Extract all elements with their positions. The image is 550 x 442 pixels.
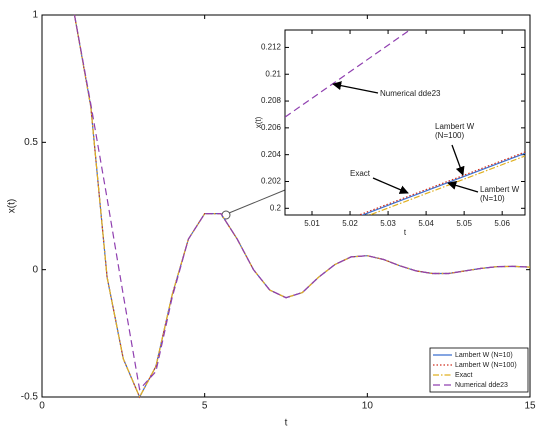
annotation: Numerical dde23: [380, 89, 441, 98]
x-axis-label: t: [285, 418, 288, 429]
series-line: [73, 14, 531, 391]
legend-label: Lambert W (N=100): [455, 362, 517, 369]
y-tick-label: 0.21: [265, 69, 281, 78]
annotation-arrow: [332, 81, 379, 94]
y-axis-label: x(t): [7, 199, 18, 213]
annotation: Exact: [350, 169, 371, 178]
y-axis-label: x(t): [254, 116, 263, 128]
series-line: [368, 155, 525, 215]
series-line: [285, 30, 411, 118]
y-tick-label: 0.5: [24, 137, 38, 148]
y-tick-label: 0.208: [261, 96, 282, 105]
y-tick-label: 1: [32, 10, 38, 21]
annotation: (N=10): [480, 194, 505, 203]
x-tick-label: 15: [524, 401, 536, 412]
annotation: Lambert W: [480, 185, 520, 194]
annotation-arrow: [372, 177, 409, 194]
x-tick-label: 10: [362, 401, 374, 412]
series-line: [357, 151, 525, 215]
x-tick-label: 5.04: [418, 219, 434, 228]
inset-frame: [284, 29, 526, 216]
y-tick-label: 0.202: [261, 177, 282, 186]
legend-label: Numerical dde23: [455, 382, 508, 389]
x-tick-label: 5.02: [342, 219, 358, 228]
x-tick-label: 5.05: [456, 219, 472, 228]
annotation-arrow: [451, 144, 465, 176]
x-tick-label: 5.01: [304, 219, 320, 228]
y-tick-label: 0: [32, 264, 38, 275]
y-tick-label: 0.212: [261, 43, 282, 52]
legend-label: Lambert W (N=10): [455, 352, 513, 359]
y-tick-label: 0.2: [270, 203, 282, 212]
y-tick-label: -0.5: [21, 392, 39, 403]
legend-label: Exact: [455, 372, 473, 379]
x-tick-label: 5: [202, 401, 208, 412]
y-tick-label: 0.204: [261, 150, 282, 159]
x-tick-label: 5.03: [380, 219, 396, 228]
zoom-connector: [228, 189, 286, 214]
annotation-arrow: [447, 180, 479, 193]
x-tick-label: 0: [39, 401, 45, 412]
y-tick-label: 0.206: [261, 123, 282, 132]
x-axis-label: t: [404, 228, 407, 237]
series-line: [73, 14, 531, 399]
x-tick-label: 5.06: [494, 219, 510, 228]
annotation: Lambert W: [435, 122, 475, 131]
annotation: (N=100): [435, 131, 464, 140]
series-line: [360, 152, 525, 215]
